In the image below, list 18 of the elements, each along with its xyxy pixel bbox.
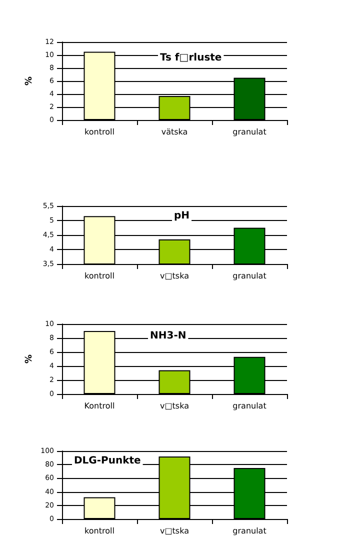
chart-title: DLG-Punkte bbox=[74, 456, 142, 466]
x-tick-label: granulat bbox=[232, 272, 266, 280]
text: Ts f□rluste bbox=[160, 52, 222, 64]
chart-title: pH bbox=[174, 210, 190, 222]
x-tick-label: Kontroll bbox=[84, 402, 115, 410]
x-tick-label: kontroll bbox=[84, 128, 114, 136]
x-tick-label: kontroll bbox=[84, 526, 114, 536]
y-axis-title: % bbox=[24, 76, 35, 86]
x-tick-label: kontroll bbox=[84, 272, 114, 280]
x-tick-label: vätska bbox=[161, 128, 188, 136]
x-tick-label: v□tska bbox=[160, 272, 190, 280]
x-tick-label: v□tska bbox=[160, 526, 190, 536]
text: NH3-N bbox=[150, 330, 186, 342]
x-tick-label: granulat bbox=[232, 526, 266, 536]
x-tick-label: v□tska bbox=[160, 402, 190, 410]
x-tick-label: granulat bbox=[232, 402, 266, 410]
x-tick-label: granulat bbox=[232, 128, 266, 136]
y-axis-title: % bbox=[24, 354, 35, 364]
